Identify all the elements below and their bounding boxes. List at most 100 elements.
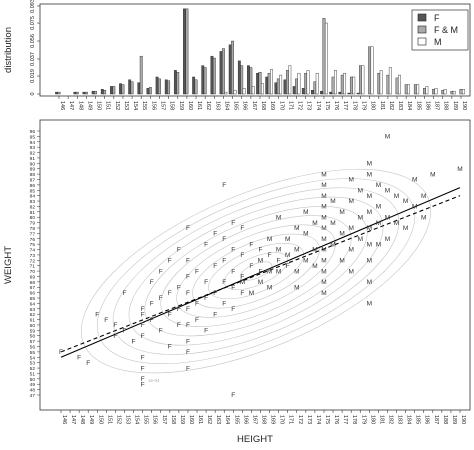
point-f: F bbox=[132, 338, 136, 345]
scatter-y-tick-label: 47 bbox=[30, 393, 36, 399]
point-f: F bbox=[86, 360, 90, 367]
histogram-x-tick-label: 155 bbox=[141, 101, 147, 110]
regression-line-dashed bbox=[60, 195, 461, 353]
point-m: M bbox=[321, 247, 326, 254]
bar-fm-146 bbox=[57, 91, 61, 95]
scatter-y-tick-label: 56 bbox=[30, 345, 36, 351]
bar-f-179 bbox=[356, 92, 360, 95]
bar-m-165 bbox=[233, 90, 237, 95]
histogram-x-tick-label: 179 bbox=[361, 101, 367, 110]
bar-m-190 bbox=[462, 89, 465, 95]
bar-fm-171 bbox=[286, 70, 289, 95]
bar-m-188 bbox=[443, 89, 447, 95]
bar-m-184 bbox=[407, 84, 410, 95]
bar-fm-177 bbox=[340, 74, 344, 95]
bar-fm-170 bbox=[276, 78, 280, 95]
point-f: F bbox=[240, 252, 244, 259]
histogram-x-tick-label: 154 bbox=[132, 101, 138, 110]
histogram-x-tick-label: 165 bbox=[233, 101, 239, 110]
bar-f-146 bbox=[55, 91, 59, 95]
point-m: M bbox=[321, 268, 326, 275]
scatter-y-tick-label: 92 bbox=[30, 151, 36, 157]
bar-f-164 bbox=[219, 51, 223, 95]
scatter-y-tick-label: 77 bbox=[30, 231, 36, 237]
scatter-x-tick-label: 186 bbox=[424, 415, 430, 424]
histogram-x-tick-label: 173 bbox=[306, 101, 312, 110]
bar-fm-189 bbox=[450, 90, 454, 95]
scatter-x-tick-label: 179 bbox=[360, 415, 366, 424]
point-m: M bbox=[339, 209, 344, 216]
scatter-y-tick-label: 57 bbox=[30, 339, 36, 345]
scatter-x-tick-label: 162 bbox=[206, 415, 212, 424]
bar-f-172 bbox=[292, 86, 296, 95]
bar-fm-156 bbox=[148, 87, 152, 95]
contour-line bbox=[239, 261, 273, 281]
scatter-y-tick-label: 67 bbox=[30, 285, 36, 291]
scatter-x-tick-label: 160 bbox=[188, 415, 194, 424]
bar-f-149 bbox=[82, 91, 86, 95]
point-m: M bbox=[412, 177, 417, 184]
point-f: F bbox=[268, 252, 272, 259]
point-m: M bbox=[358, 236, 363, 243]
point-f: F bbox=[141, 376, 145, 383]
point-f: F bbox=[222, 301, 226, 308]
point-m: M bbox=[367, 301, 372, 308]
point-m: M bbox=[240, 279, 245, 286]
scatter-y-tick-label: 74 bbox=[30, 248, 36, 254]
scatter-x-tick-label: 188 bbox=[442, 415, 448, 424]
point-m: M bbox=[321, 236, 326, 243]
point-f: F bbox=[104, 317, 108, 324]
bar-fm-182 bbox=[386, 74, 390, 95]
bar-fm-157 bbox=[158, 78, 161, 95]
scatter-x-tick-label: 189 bbox=[451, 415, 457, 424]
scatter-y-tick-label: 84 bbox=[30, 194, 36, 200]
point-f: F bbox=[222, 258, 226, 265]
bar-f-162 bbox=[201, 65, 205, 95]
bar-m-173 bbox=[306, 70, 310, 95]
legend-label-f: F bbox=[434, 13, 440, 23]
bar-fm-161 bbox=[194, 79, 198, 95]
histogram-x-tick-label: 158 bbox=[169, 101, 175, 110]
scatter-x-tick-label: 178 bbox=[351, 415, 357, 424]
point-f: F bbox=[231, 306, 235, 313]
scatter-y-tick-label: 87 bbox=[30, 178, 36, 184]
histogram-y-tick-label: 0.075 bbox=[30, 16, 36, 30]
bar-f-155 bbox=[137, 82, 141, 95]
bar-fm-154 bbox=[130, 81, 134, 95]
scatter-x-tick-label: 149 bbox=[88, 415, 94, 424]
point-f: F bbox=[213, 231, 217, 238]
histogram-x-tick-label: 149 bbox=[86, 101, 92, 110]
bar-f-151 bbox=[100, 89, 104, 95]
bar-f-171 bbox=[283, 79, 287, 95]
histogram-panel: 0 0.019 0.037 0.056 0.075 0.093 146 147 148 149 1… bbox=[3, 0, 471, 110]
point-f: F bbox=[95, 311, 99, 318]
bar-f-163 bbox=[210, 55, 214, 95]
point-m: M bbox=[294, 268, 299, 275]
scatter-x-axis-label: HEIGHT bbox=[237, 434, 273, 445]
point-m: M bbox=[294, 284, 299, 291]
scatter-x-tick-label: 166 bbox=[242, 415, 248, 424]
scatter-x-tick-label: 181 bbox=[378, 415, 384, 424]
histogram-x-tick-label: 159 bbox=[178, 101, 184, 110]
point-m: M bbox=[267, 284, 272, 291]
scatter-y-tick-label: 73 bbox=[30, 253, 36, 259]
bar-m-182 bbox=[388, 67, 392, 95]
point-m: M bbox=[385, 134, 390, 141]
bar-fm-150 bbox=[94, 90, 97, 95]
bar-fm-190 bbox=[459, 89, 463, 95]
scatter-y-tick-label: 66 bbox=[30, 291, 36, 297]
point-m: M bbox=[394, 193, 399, 200]
bar-fm-183 bbox=[395, 77, 399, 95]
scatter-y-tick-label: 69 bbox=[30, 275, 36, 281]
scatter-x-tick-label: 180 bbox=[369, 415, 375, 424]
bar-f-174 bbox=[311, 90, 314, 95]
regression-lines bbox=[60, 187, 461, 358]
point-m: M bbox=[367, 258, 372, 265]
point-m: M bbox=[367, 161, 372, 168]
bar-fm-168 bbox=[258, 72, 262, 95]
bar-f-166 bbox=[237, 60, 241, 95]
point-m: M bbox=[421, 214, 426, 221]
scatter-x-tick-label: 170 bbox=[279, 415, 285, 424]
point-f: F bbox=[240, 274, 244, 281]
bar-fm-181 bbox=[377, 72, 381, 95]
